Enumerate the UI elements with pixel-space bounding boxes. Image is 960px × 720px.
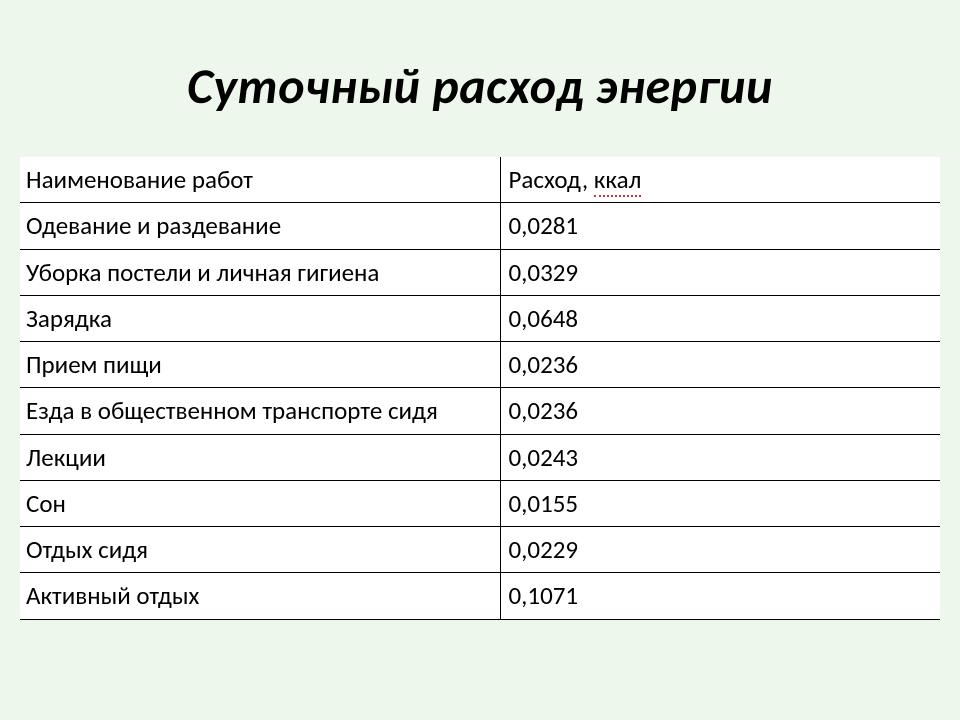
column-header-value-unit: ккал — [594, 164, 642, 197]
cell-name: Лекции — [20, 434, 500, 480]
cell-value: 0,0243 — [500, 434, 940, 480]
table-header-row: Наименование работ Расход, ккал — [20, 157, 940, 203]
cell-name: Уборка постели и личная гигиена — [20, 249, 500, 295]
cell-value: 0,0329 — [500, 249, 940, 295]
cell-value: 0,0648 — [500, 295, 940, 341]
table-row: Прием пищи 0,0236 — [20, 342, 940, 388]
column-header-value: Расход, ккал — [500, 157, 940, 203]
energy-table: Наименование работ Расход, ккал Одевание… — [20, 157, 940, 620]
cell-name: Одевание и раздевание — [20, 203, 500, 249]
table-row: Лекции 0,0243 — [20, 434, 940, 480]
page-title: Суточный расход энергии — [0, 0, 960, 157]
cell-value: 0,0281 — [500, 203, 940, 249]
cell-value: 0,0236 — [500, 342, 940, 388]
table-row: Активный отдых 0,1071 — [20, 573, 940, 619]
table-row: Сон 0,0155 — [20, 480, 940, 526]
table-row: Уборка постели и личная гигиена 0,0329 — [20, 249, 940, 295]
column-header-value-prefix: Расход, — [509, 164, 594, 195]
cell-name: Отдых сидя — [20, 527, 500, 573]
cell-value: 0,0155 — [500, 480, 940, 526]
cell-value: 0,0236 — [500, 388, 940, 434]
cell-name: Активный отдых — [20, 573, 500, 619]
column-header-name: Наименование работ — [20, 157, 500, 203]
table-row: Одевание и раздевание 0,0281 — [20, 203, 940, 249]
slide: Суточный расход энергии Наименование раб… — [0, 0, 960, 720]
cell-name: Езда в общественном транспорте сидя — [20, 388, 500, 434]
cell-name: Зарядка — [20, 295, 500, 341]
cell-value: 0,1071 — [500, 573, 940, 619]
cell-name: Прием пищи — [20, 342, 500, 388]
cell-value: 0,0229 — [500, 527, 940, 573]
cell-name: Сон — [20, 480, 500, 526]
table-row: Езда в общественном транспорте сидя 0,02… — [20, 388, 940, 434]
table-row: Зарядка 0,0648 — [20, 295, 940, 341]
table-row: Отдых сидя 0,0229 — [20, 527, 940, 573]
energy-table-container: Наименование работ Расход, ккал Одевание… — [20, 157, 940, 620]
